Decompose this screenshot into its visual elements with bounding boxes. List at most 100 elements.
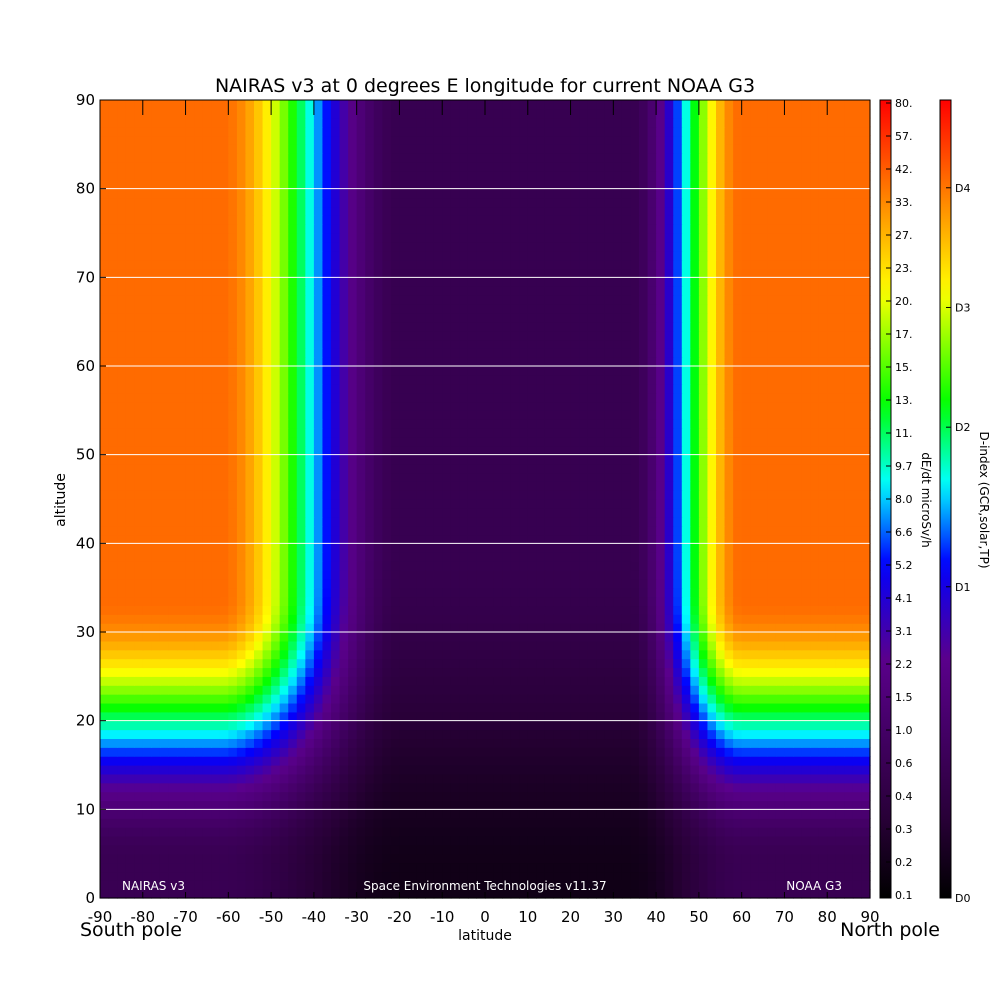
heatmap-cell: [228, 676, 238, 686]
heatmap-cell: [194, 454, 204, 465]
heatmap-cell: [262, 525, 272, 536]
heatmap-cell: [450, 543, 460, 553]
heatmap-cell: [159, 729, 170, 740]
heatmap-cell: [117, 889, 127, 899]
heatmap-cell: [570, 747, 580, 757]
heatmap-cell: [827, 756, 837, 766]
heatmap-cell: [228, 605, 238, 615]
heatmap-cell: [382, 525, 392, 536]
heatmap-cell: [818, 507, 828, 518]
heatmap-cell: [852, 694, 863, 704]
heatmap-cell: [236, 694, 247, 704]
heatmap-cell: [185, 702, 195, 713]
heatmap-cell: [852, 614, 863, 624]
heatmap-cell: [245, 853, 255, 864]
heatmap-cell: [536, 862, 546, 873]
heatmap-cell: [852, 578, 863, 589]
heatmap-cell: [271, 809, 281, 819]
heatmap-cell: [587, 756, 597, 766]
heatmap-cell: [485, 702, 495, 713]
heatmap-cell: [596, 561, 606, 571]
heatmap-cell: [485, 773, 495, 784]
heatmap-cell: [562, 596, 572, 607]
heatmap-cell: [707, 676, 717, 686]
heatmap-cell: [681, 569, 691, 580]
heatmap-cell: [827, 543, 837, 553]
heatmap-cell: [647, 578, 657, 589]
heatmap-cell: [587, 596, 597, 607]
heatmap-cell: [741, 782, 751, 793]
heatmap-cell: [313, 889, 324, 899]
heatmap-cell: [194, 481, 204, 491]
heatmap-cell: [425, 605, 435, 615]
heatmap-cell: [459, 640, 469, 651]
heatmap-cell: [835, 561, 845, 571]
heatmap-cell: [296, 472, 306, 482]
heatmap-cell: [416, 445, 426, 456]
heatmap-cell: [390, 525, 401, 536]
heatmap-cell: [416, 702, 426, 713]
heatmap-cell: [656, 507, 666, 518]
heatmap-cell: [288, 809, 298, 819]
heatmap-cell: [476, 428, 486, 438]
heatmap-cell: [861, 809, 871, 819]
heatmap-cell: [681, 844, 691, 855]
heatmap-cell: [579, 454, 589, 465]
heatmap-cell: [296, 569, 306, 580]
heatmap-cell: [433, 507, 443, 518]
heatmap-cell: [236, 862, 247, 873]
heatmap-cell: [835, 463, 845, 474]
heatmap-cell: [185, 729, 195, 740]
heatmap-cell: [365, 401, 375, 411]
heatmap-cell: [604, 711, 614, 722]
heatmap-cell: [416, 880, 426, 890]
heatmap-cell: [296, 561, 306, 571]
heatmap-cell: [621, 490, 632, 500]
heatmap-cell: [117, 463, 127, 474]
heatmap-cell: [527, 800, 537, 810]
heatmap-cell: [707, 800, 717, 810]
heatmap-cell: [279, 481, 289, 491]
heatmap-cell: [467, 853, 478, 864]
heatmap-cell: [211, 747, 221, 757]
heatmap-cell: [399, 765, 409, 775]
heatmap-cell: [818, 605, 828, 615]
heatmap-cell: [245, 552, 255, 562]
heatmap-cell: [681, 827, 691, 837]
heatmap-cell: [108, 499, 118, 509]
heatmap-cell: [382, 702, 392, 713]
heatmap-cell: [861, 445, 871, 456]
heatmap-cell: [493, 694, 503, 704]
heatmap-cell: [288, 499, 298, 509]
heatmap-cell: [168, 428, 178, 438]
heatmap-cell: [613, 756, 623, 766]
heatmap-cell: [664, 720, 674, 731]
heatmap-cell: [356, 871, 366, 881]
heatmap-cell: [758, 534, 768, 544]
heatmap-cell: [827, 640, 837, 651]
heatmap-cell: [673, 419, 683, 429]
heatmap-cell: [288, 410, 298, 420]
heatmap-cell: [476, 694, 486, 704]
heatmap-cell: [544, 516, 555, 527]
heatmap-cell: [801, 809, 811, 819]
heatmap-cell: [681, 640, 691, 651]
heatmap-cell: [202, 844, 212, 855]
heatmap-cell: [681, 889, 691, 899]
heatmap-cell: [331, 756, 341, 766]
heatmap-cell: [194, 445, 204, 456]
heatmap-cell: [219, 561, 229, 571]
heatmap-cell: [707, 445, 717, 456]
heatmap-cell: [698, 853, 709, 864]
heatmap-cell: [579, 729, 589, 740]
heatmap-cell: [784, 436, 794, 447]
heatmap-cell: [835, 499, 845, 509]
heatmap-cell: [767, 667, 777, 677]
heatmap-cell: [211, 490, 221, 500]
heatmap-cell: [579, 791, 589, 802]
heatmap-cell: [861, 578, 871, 589]
heatmap-cell: [647, 587, 657, 598]
heatmap-cell: [502, 889, 512, 899]
heatmap-cell: [408, 800, 418, 810]
heatmap-cell: [365, 614, 375, 624]
